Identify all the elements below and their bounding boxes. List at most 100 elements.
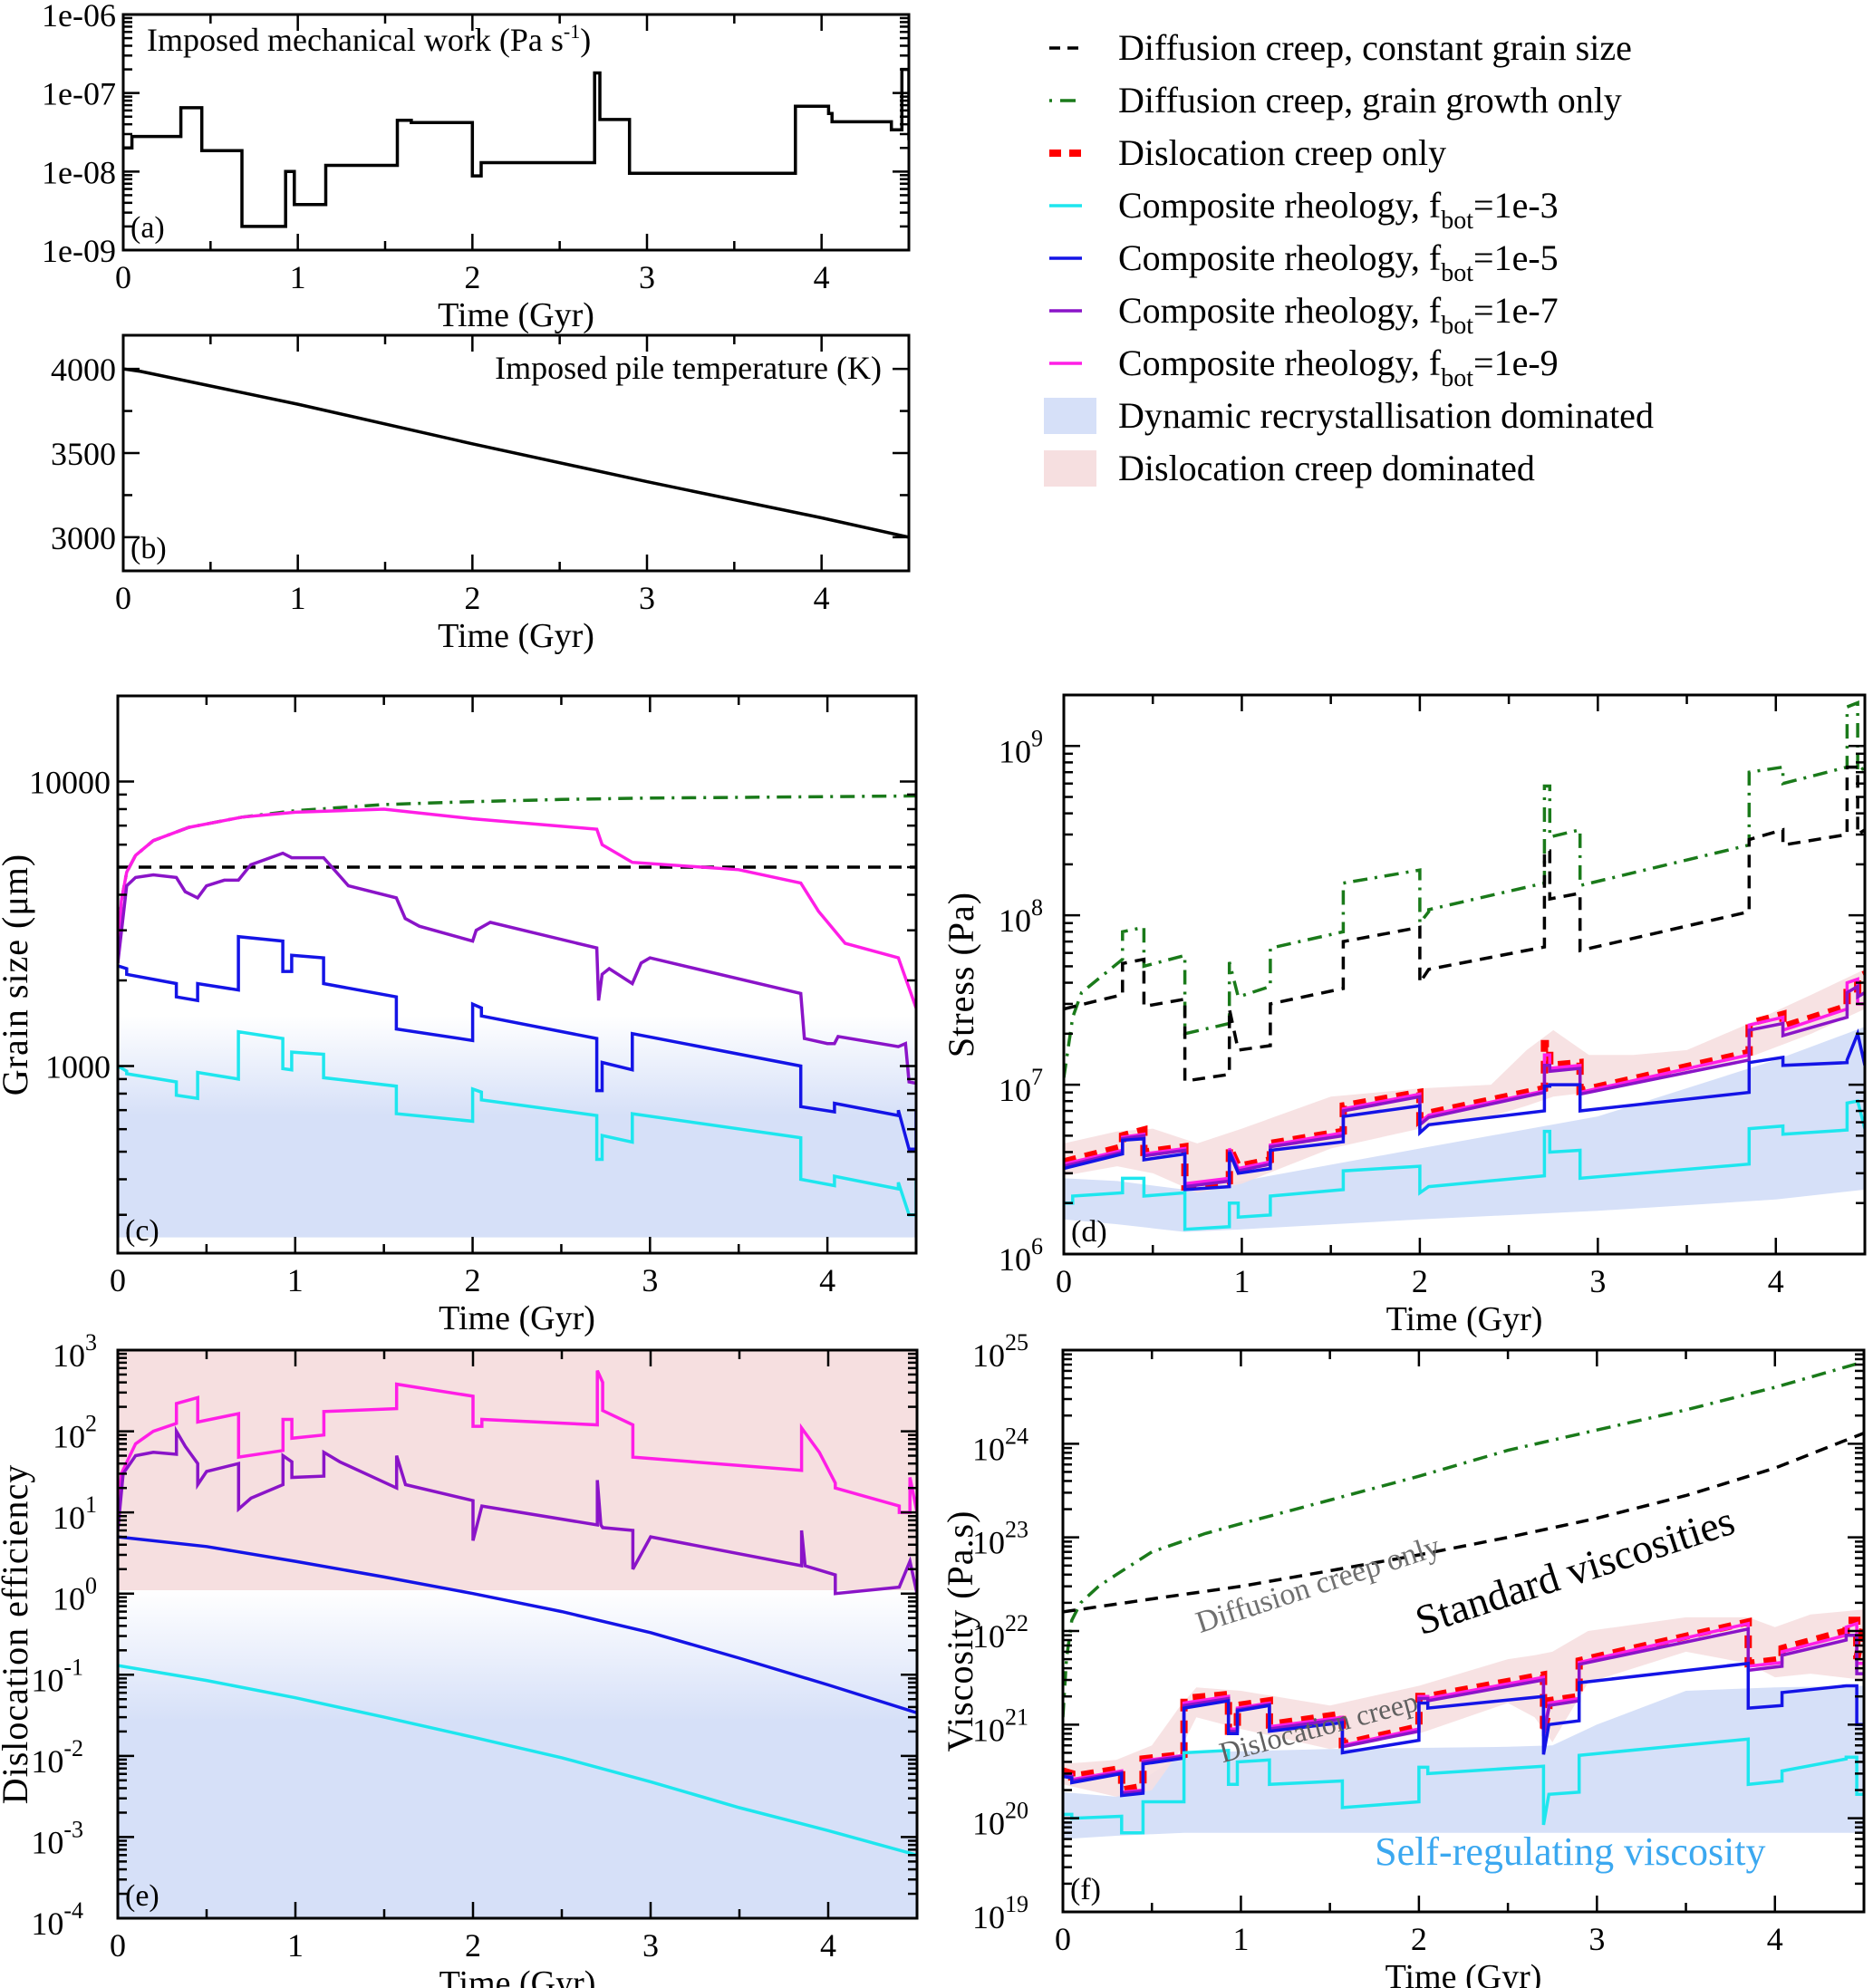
series: [118, 1369, 917, 1857]
legend-label: Dynamic recrystallisation dominated: [1118, 395, 1654, 436]
series-line-diff_const: [1063, 1431, 1864, 1614]
x-axis-label: Time (Gyr): [439, 1964, 596, 1988]
x-tick-label: 4: [814, 580, 830, 616]
x-tick-label: 4: [819, 1262, 835, 1298]
legend-label: Composite rheology, fbot=1e-7: [1118, 290, 1559, 340]
panel-label: (e): [125, 1879, 159, 1913]
y-tick-label: 103: [53, 1329, 97, 1374]
legend-label: Composite rheology, fbot=1e-5: [1118, 237, 1559, 287]
x-tick-label: 1: [1233, 1263, 1250, 1299]
x-tick-label: 1: [287, 1927, 304, 1964]
legend-swatch-comp_1e9: [1042, 345, 1105, 381]
y-tick-label: 1019: [972, 1891, 1028, 1935]
series-line-comp_1e9: [118, 1369, 917, 1520]
legend-label: Dislocation creep only: [1118, 132, 1447, 173]
legend-item-comp_1e3: Composite rheology, fbot=1e-3: [1042, 179, 1654, 234]
y-tick-label: 1000: [45, 1049, 111, 1086]
x-tick-label: 4: [820, 1927, 836, 1964]
series-line-comp_1e5: [1063, 1661, 1864, 1798]
legend-label: Dislocation creep dominated: [1118, 448, 1535, 488]
regions: [1064, 969, 1865, 1232]
y-tick-label: 1022: [972, 1610, 1028, 1655]
legend-swatch-comp_1e7: [1042, 293, 1105, 329]
y-tick-label: 107: [999, 1064, 1043, 1108]
legend-item-comp_1e5: Composite rheology, fbot=1e-5: [1042, 232, 1654, 287]
series-line-Imposed pile temperature: [123, 367, 909, 539]
x-tick-label: 1: [290, 259, 306, 295]
plot-frame: [116, 1348, 919, 1920]
legend-swatch-drx_region: [1042, 398, 1105, 434]
x-tick-label: 0: [1056, 1263, 1072, 1299]
legend-label: Diffusion creep, constant grain size: [1118, 27, 1632, 68]
x-tick-label: 3: [642, 1262, 658, 1298]
series-line-Imposed mechanical work: [123, 67, 909, 228]
series-line-comp_1e3: [1064, 1099, 1865, 1231]
series-line-diff_const: [1064, 765, 1865, 1084]
legend: Diffusion creep, constant grain size Diff…: [1042, 22, 1654, 495]
series-line-comp_1e5: [118, 1535, 917, 1714]
y-tick-label: 10-2: [31, 1735, 83, 1780]
y-tick-label: 1025: [972, 1329, 1028, 1374]
panel-e-dislocation-efficiency: 0 1 2 3 4 10-4 10-3 10-2 10-1 100 101 102 103 Time (G…: [0, 1329, 919, 1988]
region-drx_region: [1063, 1685, 1864, 1839]
series: [1064, 700, 1865, 1231]
annotation-text: Self-regulating viscosity: [1375, 1829, 1765, 1874]
panel-d-stress: 0 1 2 3 4 106 107 108 109 Time (Gyr) Stress (Pa) (d…: [941, 693, 1867, 1338]
series-line-diff_growth: [1064, 700, 1865, 1078]
y-tick-label: 108: [999, 894, 1043, 939]
x-axis-label: Time (Gyr): [1385, 1958, 1542, 1988]
x-tick-label: 4: [1768, 1263, 1784, 1299]
x-axis-label: Time (Gyr): [1386, 1300, 1543, 1338]
y-tick-label: 101: [53, 1491, 97, 1536]
series-line-comp_1e5: [1064, 1028, 1865, 1192]
x-tick-label: 1: [287, 1262, 304, 1298]
region-drx_region: [118, 1590, 917, 1918]
panel-label: (a): [130, 211, 165, 245]
series: [123, 367, 909, 539]
x-tick-label: 3: [1589, 1263, 1606, 1299]
series-line-comp_1e9: [118, 807, 916, 1008]
y-tick-label: 100: [53, 1573, 97, 1617]
x-tick-label: 1: [290, 580, 306, 616]
series-line-comp_1e5: [118, 934, 916, 1152]
y-tick-label: 102: [53, 1411, 97, 1455]
y-tick-label: 1024: [972, 1423, 1028, 1467]
series-line-diff_growth: [1063, 1360, 1864, 1718]
y-tick-label: 1021: [972, 1703, 1028, 1748]
series: [1063, 1360, 1864, 1835]
region-drx_region: [118, 1016, 916, 1238]
panel-c-grain-size: 0 1 2 3 4 1000 10000 Time (Gyr) Grain size (μm) (…: [0, 694, 918, 1337]
panel-title: Imposed pile temperature (K): [495, 350, 882, 386]
legend-label: Diffusion creep, grain growth only: [1118, 80, 1622, 121]
y-tick-label: 1023: [972, 1517, 1028, 1561]
y-axis-label: Stress (Pa): [941, 892, 981, 1057]
series: [123, 67, 909, 228]
series-line-comp_1e7: [118, 1425, 917, 1596]
region-disl_region: [1064, 969, 1865, 1193]
y-tick-label: 106: [999, 1233, 1043, 1278]
x-tick-label: 2: [465, 1262, 481, 1298]
y-axis-label: Dislocation efficiency: [0, 1464, 35, 1805]
y-axis-label: Viscosity (Pa.s): [940, 1510, 980, 1752]
legend-item-disl_only: Dislocation creep only: [1042, 127, 1654, 179]
plot-frame: [116, 694, 918, 1255]
panel-f-viscosity: 0 1 2 3 4 1019 1020 1021 1022 1023 1024 1025 Time (G…: [940, 1329, 1866, 1988]
y-tick-label: 10-4: [31, 1897, 83, 1942]
y-tick-label: 1e-09: [42, 233, 116, 269]
legend-swatch-diff_growth: [1042, 82, 1105, 119]
plot-frame: [1062, 693, 1867, 1256]
region-disl_region: [118, 1350, 917, 1590]
annotation-text: Diffusion creep only: [1192, 1530, 1443, 1640]
y-tick-label: 10000: [29, 765, 111, 801]
x-tick-label: 0: [1055, 1921, 1071, 1957]
y-tick-label: 4000: [51, 352, 116, 388]
legend-item-comp_1e9: Composite rheology, fbot=1e-9: [1042, 337, 1654, 391]
x-tick-label: 2: [1411, 1921, 1427, 1957]
series-line-comp_1e7: [118, 851, 916, 1086]
y-tick-label: 1020: [972, 1798, 1028, 1842]
legend-item-diff_growth: Diffusion creep, grain growth only: [1042, 74, 1654, 127]
x-tick-label: 4: [1767, 1921, 1783, 1957]
panel-label: (c): [125, 1214, 159, 1248]
series-line-comp_1e3: [1063, 1737, 1864, 1835]
